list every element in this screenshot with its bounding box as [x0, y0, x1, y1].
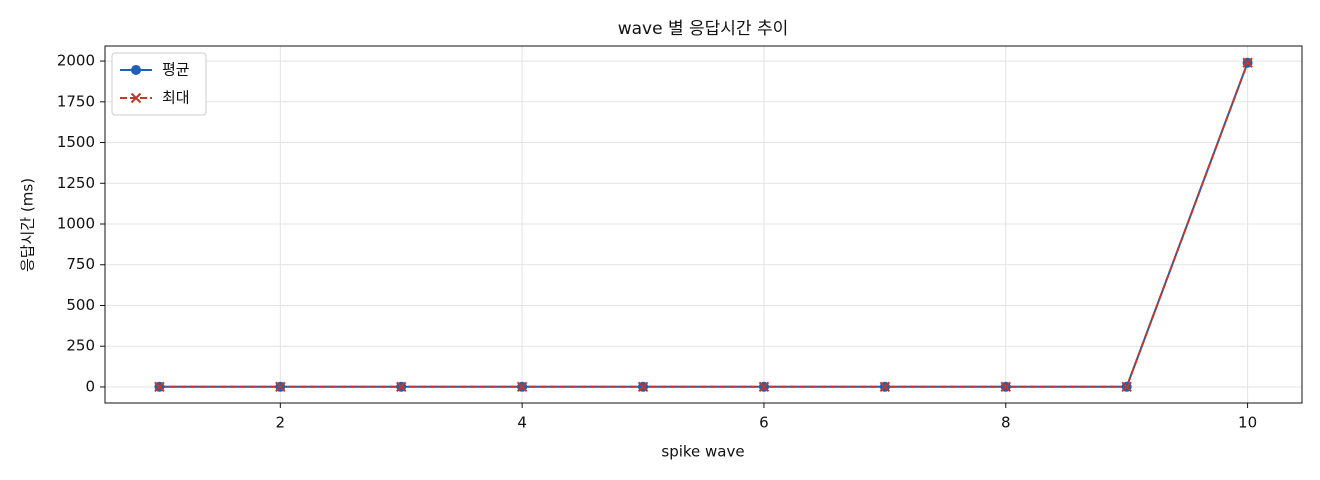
y-axis-label: 응답시간 (ms) — [19, 178, 37, 272]
y-tick-label: 1250 — [57, 174, 95, 192]
point — [396, 381, 407, 392]
y-tick-label: 250 — [66, 337, 95, 355]
y-tick-label: 750 — [66, 255, 95, 273]
series-line — [159, 62, 1249, 388]
plot-frame — [104, 45, 1303, 404]
x-tick-label: 2 — [276, 414, 286, 432]
y-tick-label: 0 — [85, 377, 95, 395]
x-tick-label: 4 — [517, 414, 527, 432]
legend-marker — [130, 92, 142, 104]
x-axis-label: spike wave — [661, 443, 744, 461]
legend-box — [111, 52, 207, 116]
legend-label: 평균 — [162, 61, 190, 79]
y-tick-label: 500 — [66, 296, 95, 314]
y-tick-label: 1000 — [57, 215, 95, 233]
y-tick-label: 1750 — [57, 92, 95, 110]
point — [758, 381, 770, 392]
x-tick-label: 6 — [759, 414, 769, 432]
point — [1121, 381, 1132, 392]
series-line — [159, 62, 1249, 388]
x-tick-label: 8 — [1001, 414, 1011, 432]
point — [1000, 381, 1011, 392]
y-tick-label: 2000 — [57, 52, 95, 70]
point — [516, 381, 528, 392]
legend-marker — [131, 65, 141, 75]
y-tick-label: 1500 — [57, 133, 95, 151]
chart-title: wave 별 응답시간 추이 — [618, 19, 789, 39]
point — [637, 381, 649, 392]
point — [879, 381, 891, 392]
point — [275, 381, 286, 392]
point — [1242, 57, 1253, 68]
x-tick-label: 10 — [1238, 414, 1257, 432]
legend-label: 최대 — [162, 89, 190, 107]
point — [154, 381, 165, 392]
